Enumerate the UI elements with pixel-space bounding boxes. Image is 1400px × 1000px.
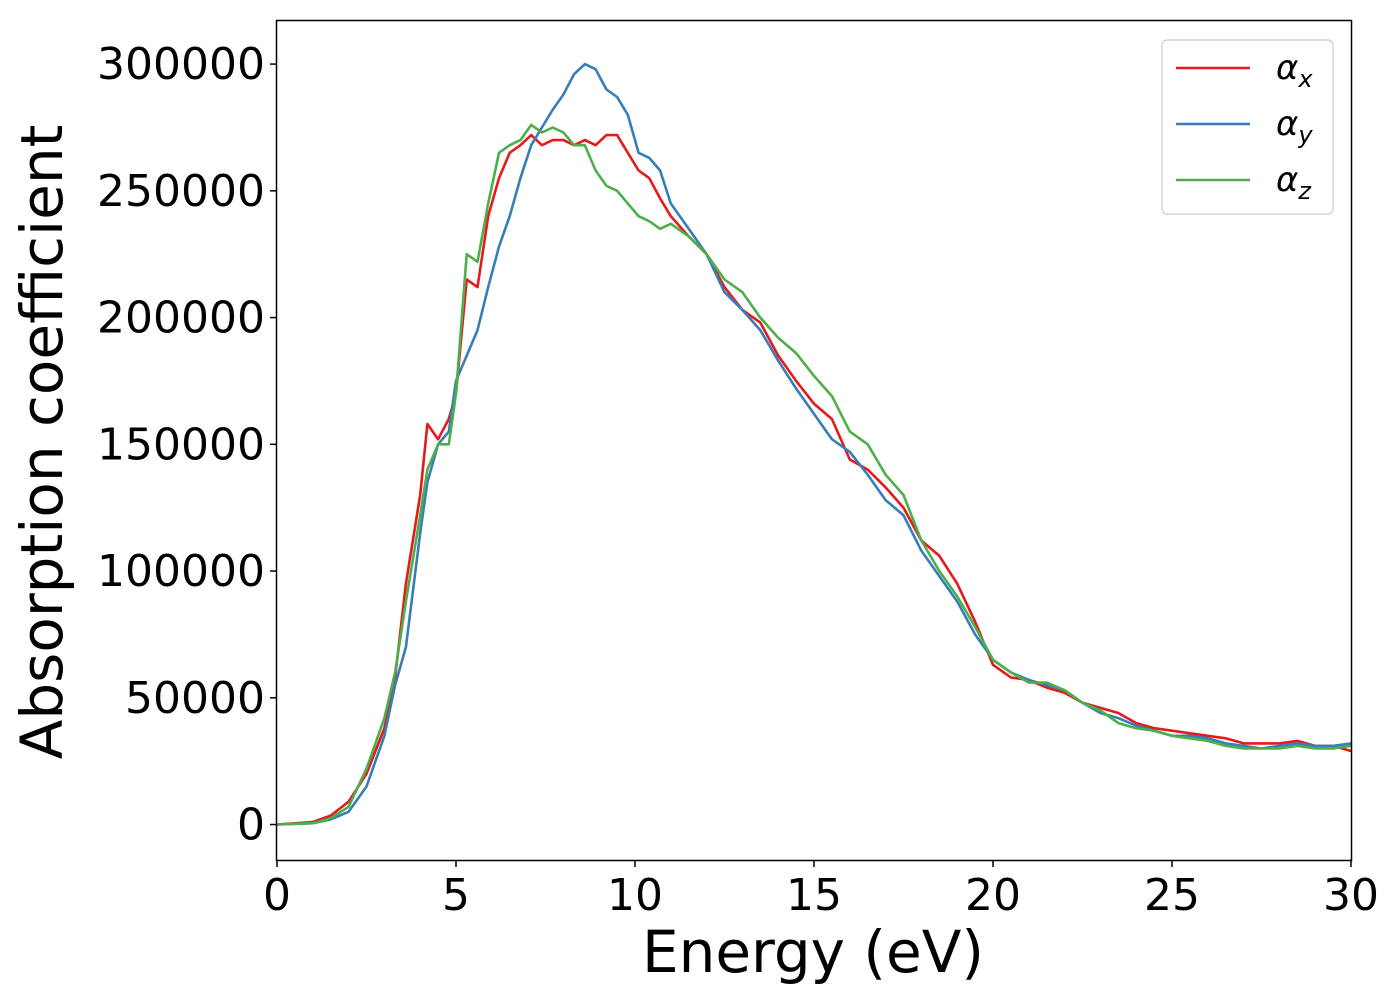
- x-tick-label: 5: [442, 870, 470, 921]
- y-tick-label: 250000: [97, 166, 265, 217]
- series-layer: [275, 62, 1353, 826]
- x-tick-label: 0: [263, 870, 291, 921]
- x-tick-label: 15: [786, 870, 842, 921]
- x-tick-label: 20: [965, 870, 1021, 921]
- y-axis-title: Absorption coefficient: [8, 125, 76, 760]
- series-line-y: [275, 62, 1353, 826]
- x-tick-label: 10: [607, 870, 663, 921]
- y-tick-label: 100000: [97, 546, 265, 597]
- x-tick-label: 25: [1144, 870, 1200, 921]
- y-tick-label: 300000: [97, 39, 265, 90]
- y-tick-label: 200000: [97, 293, 265, 344]
- series-line-z: [275, 123, 1353, 826]
- y-tick-label: 0: [237, 800, 265, 851]
- x-tick-label: 30: [1323, 870, 1379, 921]
- y-axis: 0 50000 100000 150000 200000 250000 300000: [97, 39, 277, 851]
- legend-label-z: αz: [1276, 160, 1312, 205]
- y-tick-label: 50000: [125, 673, 265, 724]
- x-axis-title: Energy (eV): [642, 918, 984, 986]
- y-tick-label: 150000: [97, 419, 265, 470]
- x-axis: 0 5 10 15 20 25 30: [263, 860, 1379, 921]
- series-line-x: [275, 133, 1353, 826]
- legend-frame: [1161, 39, 1334, 215]
